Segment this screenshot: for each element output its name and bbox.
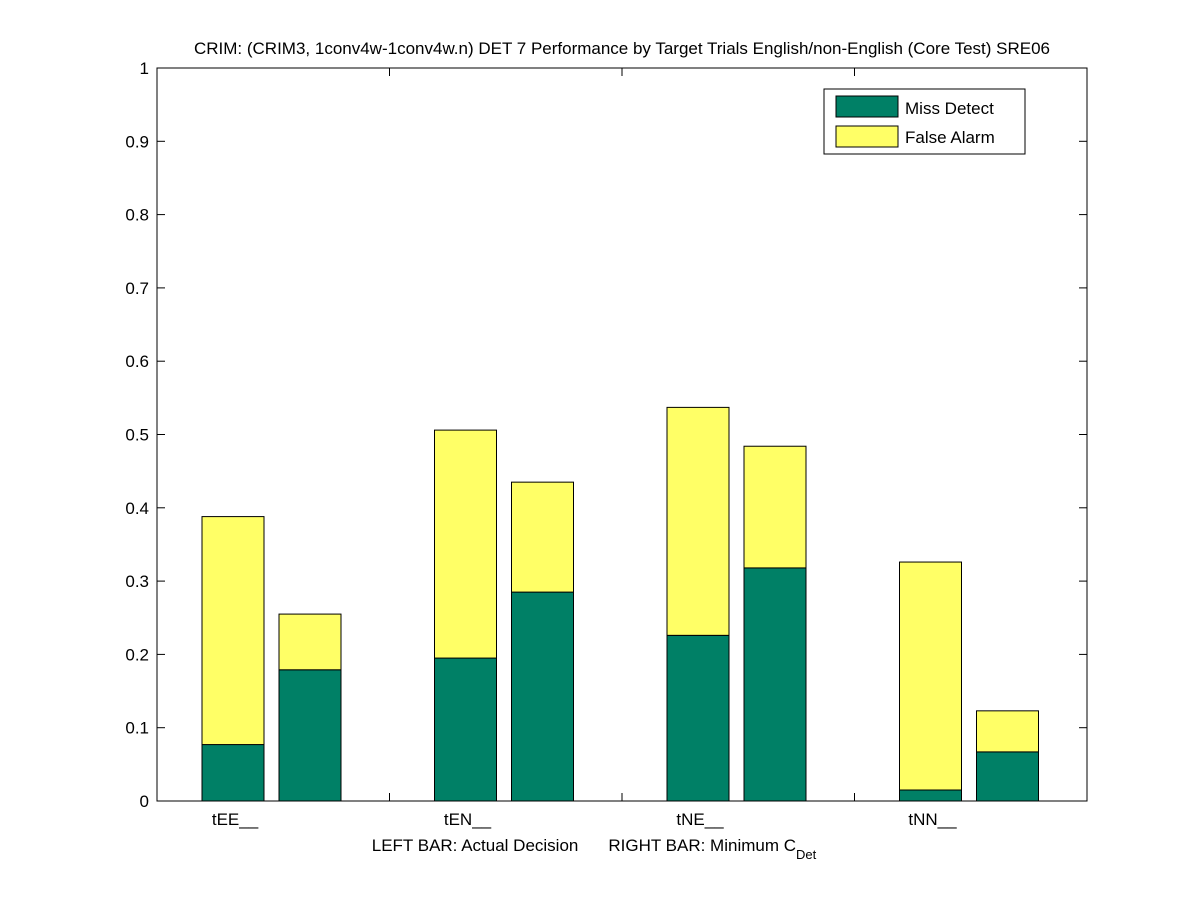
x-axis-label-left: LEFT BAR: Actual Decision <box>372 836 579 855</box>
bar-tEN-minimum-false-alarm <box>511 481 574 593</box>
y-tick-label: 0.3 <box>125 572 149 591</box>
bar-tNE-minimum-false-alarm <box>743 445 807 569</box>
bar-tNN-actual-false-alarm <box>899 561 962 791</box>
bar-tNN-minimum-false-alarm <box>976 710 1039 753</box>
chart-title: CRIM: (CRIM3, 1conv4w-1conv4w.n) DET 7 P… <box>194 39 1050 58</box>
bar-tNE-actual-miss-detect <box>666 634 730 802</box>
x-tick-label: tEE__ <box>212 810 259 829</box>
x-axis-label-subscript: Det <box>796 847 817 862</box>
axis-ticks: 0 0.1 0.2 0.3 0.4 0.5 0.6 0.7 0.8 0.9 1 <box>125 59 1087 811</box>
x-tick-label: tEN__ <box>444 810 492 829</box>
y-tick-label: 0.6 <box>125 352 149 371</box>
bar-tEN-actual-miss-detect <box>434 657 497 802</box>
x-tick-label: tNN__ <box>908 810 957 829</box>
x-tick-label: tNE__ <box>676 810 724 829</box>
bar-tEN-minimum-miss-detect <box>511 591 574 802</box>
bar-tNN-minimum-miss-detect <box>976 751 1039 802</box>
y-tick-label: 0.4 <box>125 499 149 518</box>
y-tick-label: 0.9 <box>125 132 149 151</box>
bar-tEE-actual-false-alarm <box>201 516 265 746</box>
x-axis-label-right: RIGHT BAR: Minimum C <box>608 836 796 855</box>
y-tick-label: 0.5 <box>125 426 149 445</box>
y-tick-label: 0 <box>140 792 149 811</box>
y-tick-label: 0.7 <box>125 279 149 298</box>
legend-label-miss-detect: Miss Detect <box>905 99 994 118</box>
x-tick-labels: tEE__ tEN__ tNE__ tNN__ <box>212 810 957 829</box>
x-axis-label: LEFT BAR: Actual Decision RIGHT BAR: Mini… <box>372 836 817 862</box>
bar-tEE-minimum-false-alarm <box>278 613 342 671</box>
y-tick-label: 0.8 <box>125 206 149 225</box>
legend: Miss Detect False Alarm <box>823 88 1026 155</box>
y-tick-label: 0.1 <box>125 719 149 738</box>
legend-label-false-alarm: False Alarm <box>905 128 995 147</box>
bar-tEE-minimum-miss-detect <box>278 669 342 802</box>
bar-tNN-actual-miss-detect <box>899 789 962 802</box>
bar-tNE-actual-false-alarm <box>666 406 730 636</box>
y-tick-label: 0.2 <box>125 645 149 664</box>
bar-tNE-minimum-miss-detect <box>743 567 807 802</box>
bar-tEE-actual-miss-detect <box>201 744 265 802</box>
legend-swatch-miss-detect <box>835 95 899 118</box>
bar-tEN-actual-false-alarm <box>434 429 497 659</box>
plot-frame <box>156 67 1088 802</box>
bars <box>201 406 1039 802</box>
y-tick-label: 1 <box>140 59 149 78</box>
legend-swatch-false-alarm <box>835 125 899 148</box>
